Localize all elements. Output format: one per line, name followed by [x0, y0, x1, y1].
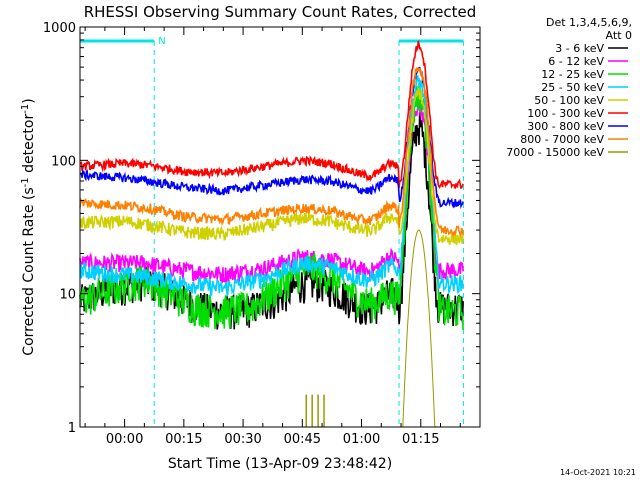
series-line-6: [79, 66, 464, 210]
series-line-7: [79, 67, 464, 238]
series-line-2: [79, 80, 464, 330]
x-tick-label: 00:00: [106, 432, 143, 447]
x-tick-label: 01:15: [402, 432, 439, 447]
legend-label: 6 - 12 keV: [548, 55, 604, 68]
legend-header-line: Att 0: [606, 29, 632, 42]
plot-frame: [79, 26, 481, 428]
series-line-8: [397, 229, 441, 428]
legend-header: Det 1,3,4,5,6,9,Att 0: [546, 16, 632, 42]
x-tick-label: 00:15: [165, 432, 202, 447]
y-axis-label-end: ): [21, 98, 37, 103]
legend-label: 3 - 6 keV: [555, 42, 604, 55]
chart-title: RHESSI Observing Summary Count Rates, Co…: [84, 3, 477, 21]
y-axis-label-main: Corrected Count Rate (s: [21, 187, 37, 355]
legend-label: 50 - 100 keV: [534, 94, 604, 107]
night-flag-label: N: [158, 36, 165, 47]
legend-label: 7000 - 15000 keV: [506, 146, 604, 159]
x-tick-label: 00:45: [284, 432, 321, 447]
y-tick-label: 10: [59, 288, 76, 303]
y-axis: 1 10 100 1000: [43, 21, 480, 436]
legend-label: 100 - 300 keV: [527, 107, 604, 120]
y-tick-label: 1000: [43, 21, 76, 36]
y-axis-label-mid: detector: [21, 114, 37, 178]
y-axis-label-sup1: -1: [20, 177, 31, 187]
y-tick-label: 1: [68, 421, 76, 436]
x-axis: 00:00 00:15 00:30 00:45 01:00 01:15: [84, 27, 461, 447]
series-line-4: [79, 86, 464, 246]
y-axis-label: Corrected Count Rate (s-1 detector-1): [20, 98, 37, 355]
x-tick-label: 01:00: [343, 432, 380, 447]
y-tick-label: 100: [51, 154, 76, 169]
series-line-3: [79, 75, 464, 299]
legend-label: 25 - 50 keV: [541, 81, 604, 94]
data-lines: [79, 40, 464, 428]
legend-label: 12 - 25 keV: [541, 68, 604, 81]
x-axis-label: Start Time (13-Apr-09 23:48:42): [168, 456, 392, 472]
y-axis-label-sup2: -1: [20, 104, 31, 114]
legend-header-line: Det 1,3,4,5,6,9,: [546, 16, 632, 29]
timestamp: 14-Oct-2021 10:21: [560, 468, 636, 477]
legend-label: 800 - 7000 keV: [520, 133, 604, 146]
legend-label: 300 - 800 keV: [527, 120, 604, 133]
x-tick-label: 00:30: [224, 432, 261, 447]
